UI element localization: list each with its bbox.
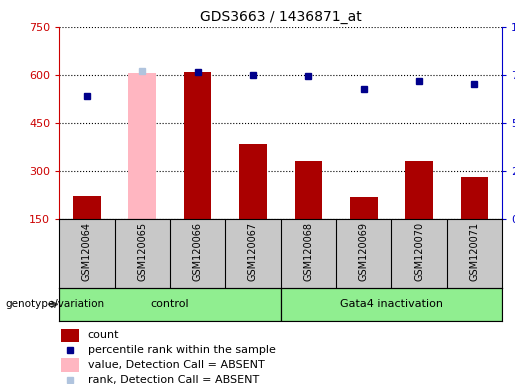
- Title: GDS3663 / 1436871_at: GDS3663 / 1436871_at: [200, 10, 362, 25]
- Bar: [460, 177, 488, 219]
- Text: GSM120068: GSM120068: [303, 222, 313, 281]
- Bar: [128, 73, 156, 219]
- Text: control: control: [150, 299, 189, 310]
- Bar: [405, 161, 433, 219]
- Text: count: count: [88, 330, 119, 340]
- Bar: [281, 288, 502, 321]
- Bar: [350, 197, 377, 219]
- Bar: [184, 72, 212, 219]
- Text: GSM120069: GSM120069: [359, 222, 369, 281]
- Text: GSM120071: GSM120071: [470, 222, 479, 281]
- Bar: [61, 358, 79, 371]
- Text: Gata4 inactivation: Gata4 inactivation: [340, 299, 443, 310]
- Bar: [59, 288, 281, 321]
- Text: GSM120064: GSM120064: [82, 222, 92, 281]
- Bar: [295, 161, 322, 219]
- Text: percentile rank within the sample: percentile rank within the sample: [88, 345, 276, 355]
- Text: GSM120067: GSM120067: [248, 222, 258, 281]
- Text: rank, Detection Call = ABSENT: rank, Detection Call = ABSENT: [88, 375, 259, 384]
- Bar: [73, 197, 101, 219]
- Bar: [61, 329, 79, 342]
- Bar: [239, 144, 267, 219]
- Text: GSM120066: GSM120066: [193, 222, 202, 281]
- Text: GSM120065: GSM120065: [138, 222, 147, 281]
- Text: GSM120070: GSM120070: [414, 222, 424, 281]
- Text: value, Detection Call = ABSENT: value, Detection Call = ABSENT: [88, 360, 265, 370]
- Text: genotype/variation: genotype/variation: [5, 299, 104, 310]
